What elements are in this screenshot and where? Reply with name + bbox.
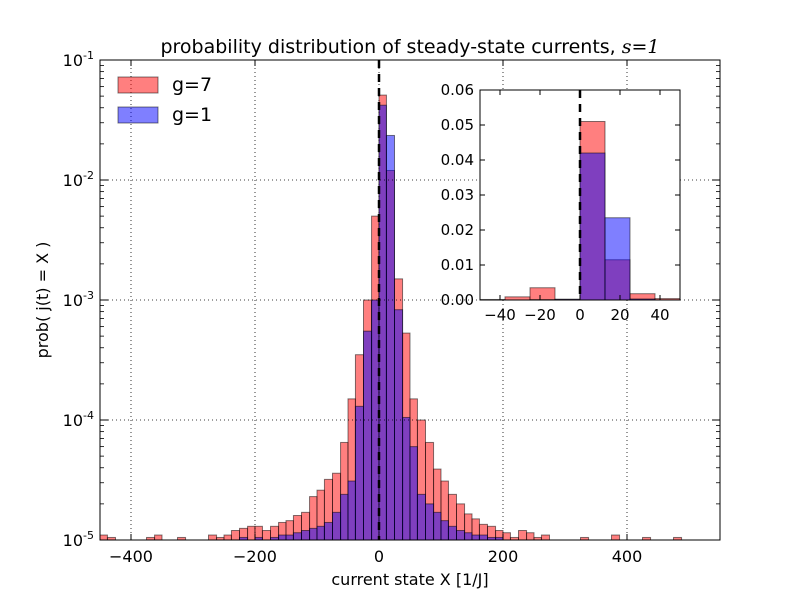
bar-g=7-45	[518, 530, 528, 541]
inset-x-tick-label-3: 20	[610, 306, 629, 324]
chart-title-math: s=1	[622, 36, 660, 58]
x-axis-label: current state X [1/J]	[331, 570, 488, 589]
inset-y-tick-label-4: 0.04	[441, 151, 474, 169]
bar-g=7-46	[526, 532, 535, 541]
bar-g=7-10	[247, 525, 256, 541]
inset-x-tick-label-1: −20	[524, 306, 556, 324]
bar-g=1-28	[471, 534, 480, 541]
y-tick-label-3: 10-4	[63, 409, 94, 430]
bar-g=1-10	[332, 511, 342, 541]
legend-swatch-g7	[117, 76, 159, 94]
bar-g=1-23	[433, 511, 442, 541]
inset-chart: −40 −20 0 20 40 0.00 0.01 0.02 0.03 0.04 0.05 0.06	[441, 81, 681, 324]
y-axis-label: prob( j(t) = X )	[33, 242, 52, 359]
bar-g=1-24	[440, 520, 449, 541]
inset-histogram-bars	[479, 121, 681, 301]
bar-g=7-48	[540, 534, 551, 541]
x-tick-label-3: 200	[488, 547, 519, 566]
bar-g=1-16	[378, 104, 387, 541]
bar-g=7-43	[502, 532, 511, 541]
y-tick-label-2: 10-3	[63, 289, 94, 310]
y-tick-label-0: 10-1	[63, 49, 94, 70]
bar-g=1-22	[425, 503, 435, 541]
bar-g=1-20	[409, 446, 418, 541]
legend-label-g1: g=1	[172, 104, 212, 126]
bar-g=1-14	[363, 330, 373, 541]
x-tick-label-1: −200	[233, 547, 277, 566]
inset-x-tick-label-2: 0	[575, 306, 585, 324]
bar-g=1-9	[323, 521, 334, 541]
bar-g=1-13	[354, 405, 365, 541]
inset-x-tick-label-0: −40	[484, 306, 516, 324]
inset-y-tick-label-2: 0.02	[441, 221, 474, 239]
inset-y-tick-label-6: 0.06	[441, 81, 474, 99]
y-tick-label-1: 10-2	[63, 169, 94, 190]
inset-y-ticks: 0.00 0.01 0.02 0.03 0.04 0.05 0.06	[441, 81, 680, 309]
inset-y-tick-label-1: 0.01	[441, 256, 474, 274]
bar-g=1-18	[394, 309, 404, 541]
legend-label-g7: g=7	[172, 74, 212, 96]
bar-g=1-6	[301, 530, 311, 541]
inset-bar-g=7-2	[529, 287, 556, 301]
chart-title: probability distribution of steady-state…	[160, 36, 659, 58]
x-tick-label-4: 400	[612, 547, 643, 566]
inset-bar-g=1-3	[604, 217, 631, 301]
bar-g=1-5	[292, 532, 303, 541]
main-x-ticks: −400 −200 0 200 400	[109, 60, 642, 566]
x-tick-label-0: −400	[109, 547, 153, 566]
bar-g=1-27	[464, 532, 473, 541]
inset-y-tick-label-0: 0.00	[441, 291, 474, 309]
bar-g=1-11	[340, 493, 349, 541]
bar-g=1-7	[309, 527, 318, 541]
bar-g=7-8	[230, 530, 241, 541]
legend: g=7 g=1	[117, 74, 212, 126]
inset-y-tick-label-5: 0.05	[441, 116, 474, 134]
main-y-ticks: 10-1 10-2 10-3 10-4 10-5	[63, 49, 720, 550]
legend-swatch-g1	[117, 106, 159, 124]
main-histogram-bars	[99, 94, 683, 541]
y-tick-label-4: 10-5	[63, 529, 94, 550]
bar-g=1-17	[385, 134, 396, 541]
bar-g=1-4	[285, 534, 294, 541]
bar-g=7-50	[611, 534, 621, 541]
inset-y-tick-label-3: 0.03	[441, 186, 474, 204]
x-tick-label-2: 0	[374, 547, 384, 566]
inset-x-tick-label-4: 40	[650, 306, 669, 324]
inset-bar-g=1-2	[579, 152, 606, 301]
bar-g=1-25	[447, 525, 458, 541]
bar-g=1-12	[347, 480, 356, 541]
inset-x-ticks: −40 −20 0 20 40	[484, 90, 670, 324]
bar-g=7-3	[154, 534, 163, 541]
bar-g=7-7	[223, 534, 232, 541]
bar-g=7-5	[208, 534, 218, 541]
bar-g=1-3	[278, 534, 287, 541]
bar-g=7-0	[99, 534, 108, 541]
bar-g=1-19	[402, 416, 411, 541]
bar-g=1-29	[478, 534, 489, 541]
bar-g=1-26	[456, 530, 466, 541]
bar-g=7-12	[261, 530, 272, 541]
bar-g=1-8	[316, 525, 325, 541]
bar-g=1-21	[416, 493, 427, 541]
